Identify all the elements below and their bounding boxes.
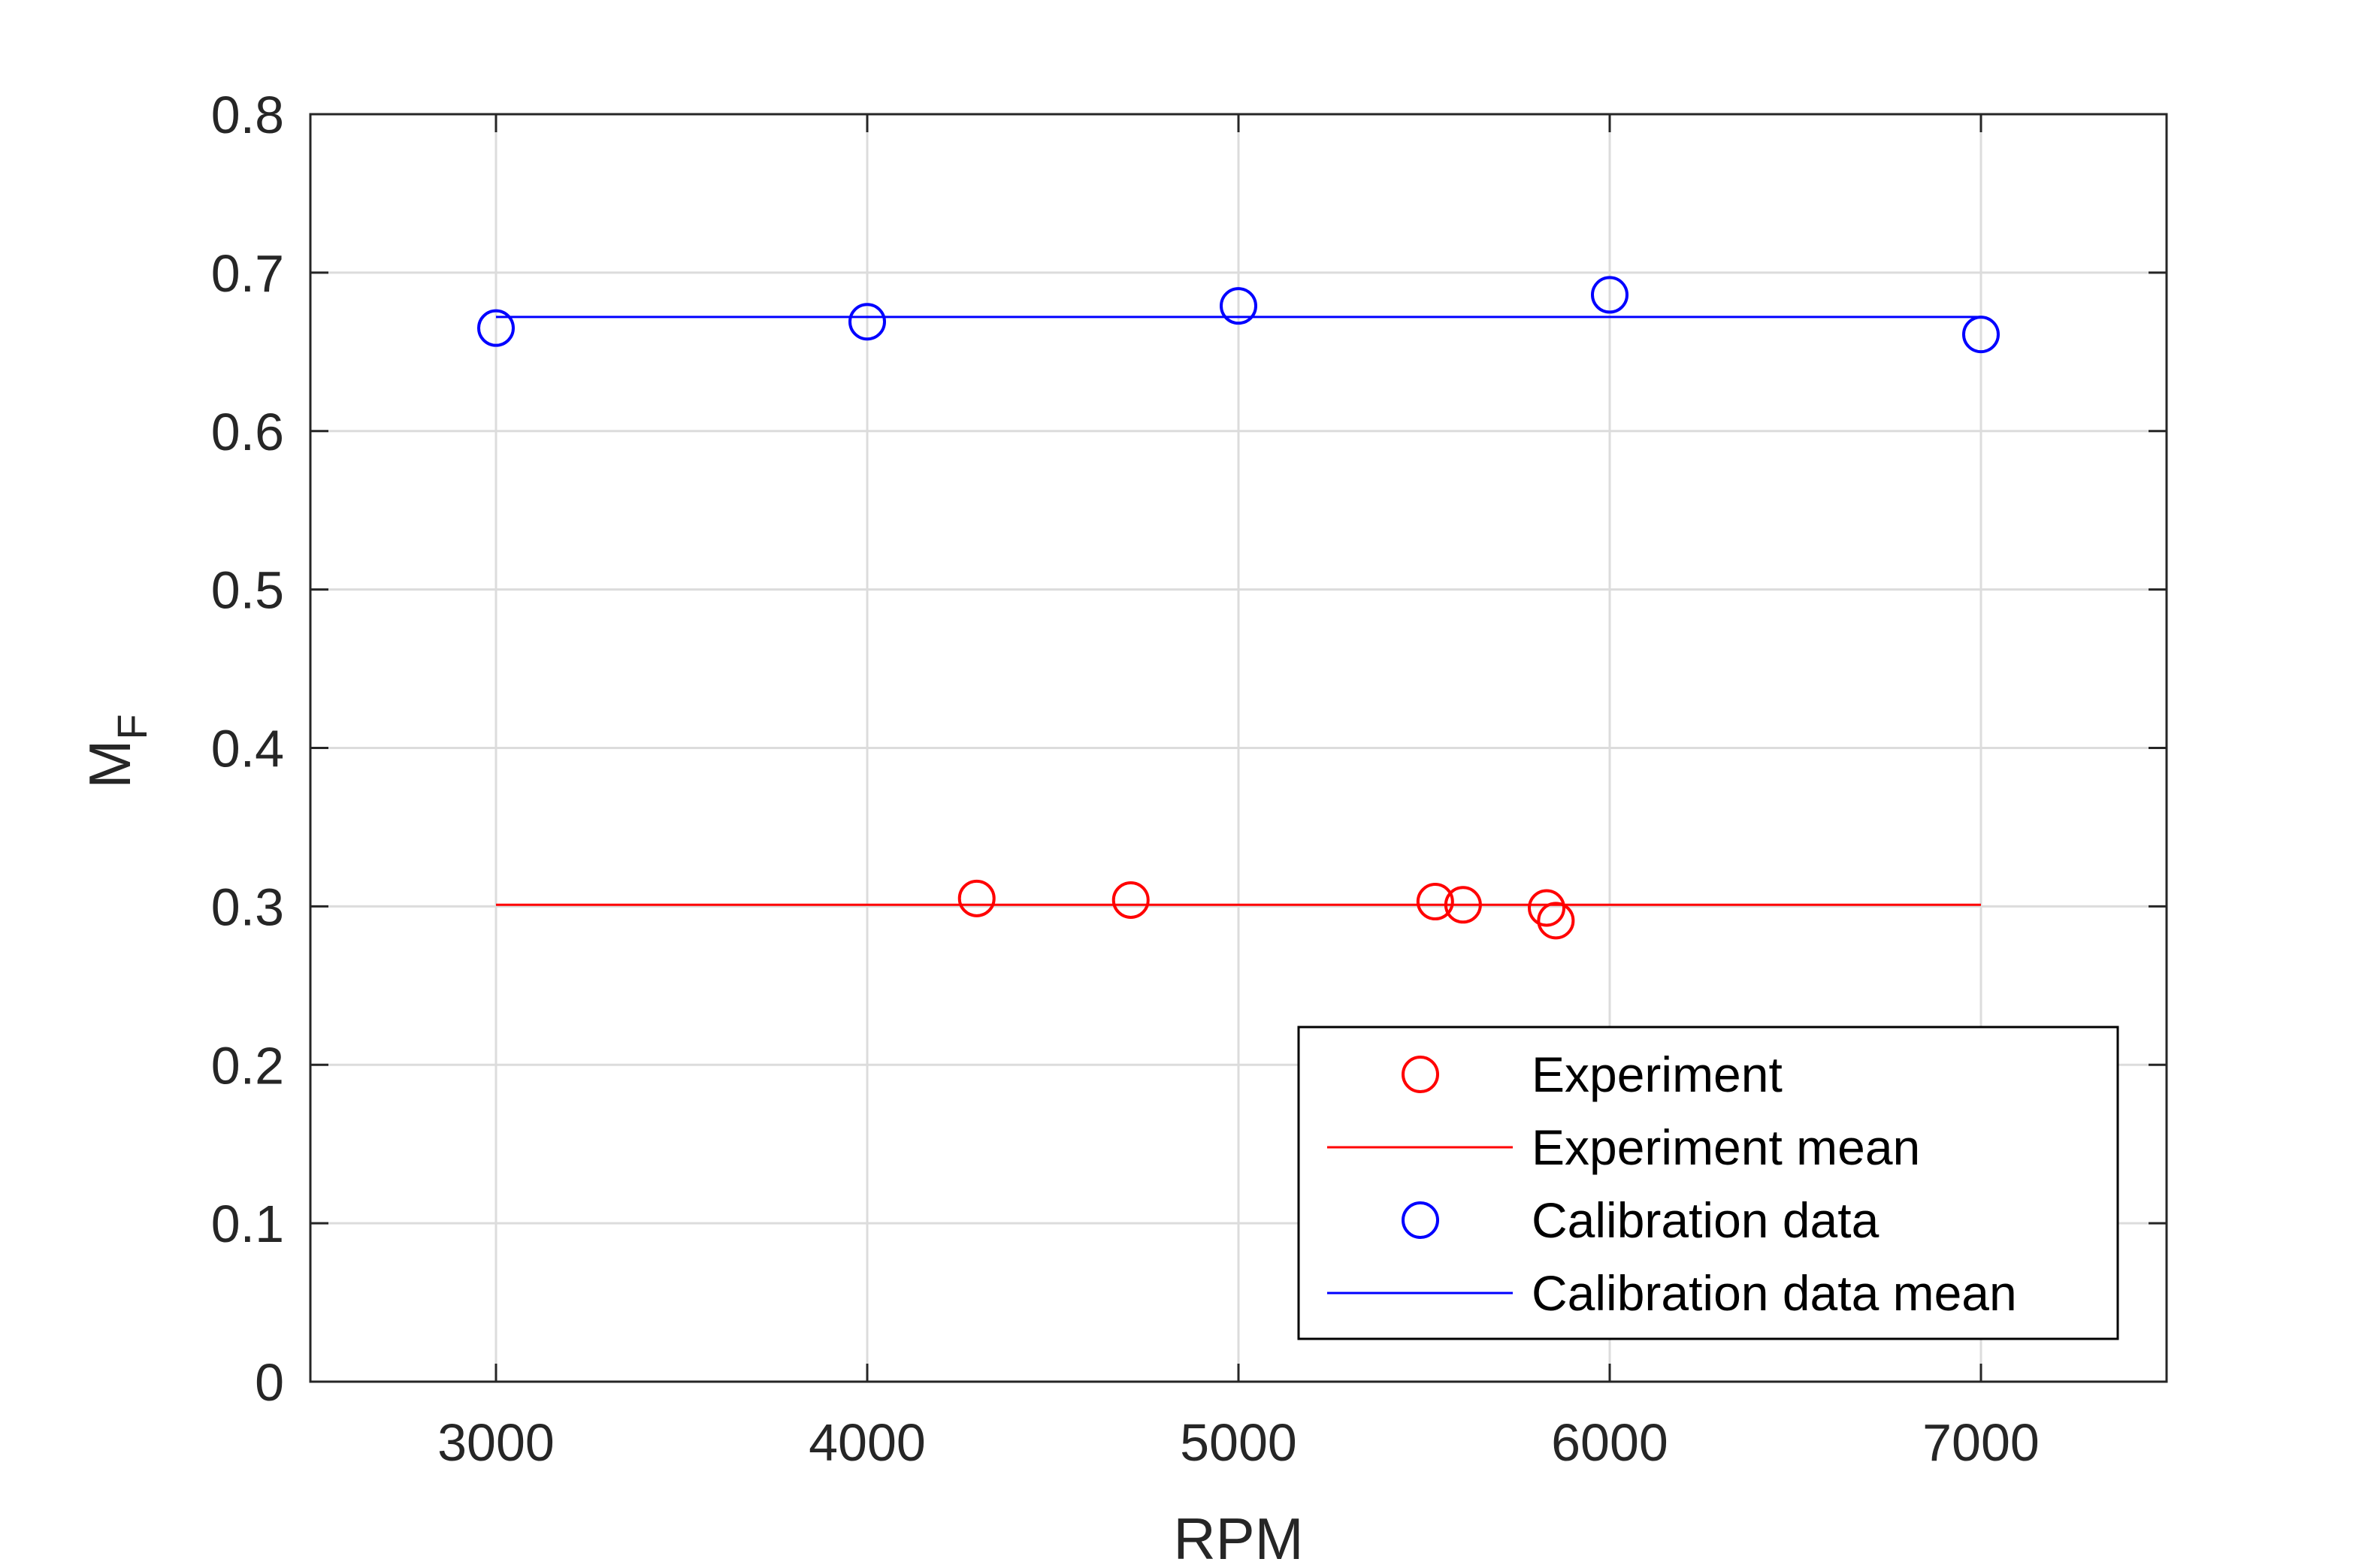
y-tick-label: 0.3 xyxy=(211,878,284,936)
y-tick-label: 0 xyxy=(255,1353,284,1412)
legend-label: Experiment xyxy=(1532,1047,1783,1102)
y-tick-label: 0.5 xyxy=(211,561,284,620)
legend-marker-swatch xyxy=(1402,1056,1439,1093)
data-point-marker xyxy=(477,309,515,347)
y-tick-label: 0.1 xyxy=(211,1195,284,1253)
legend-label: Calibration data mean xyxy=(1532,1265,2017,1321)
y-axis-title-main: M xyxy=(77,740,143,789)
data-point-marker xyxy=(1444,886,1482,924)
data-point-marker xyxy=(1537,902,1575,940)
y-tick-label: 0.8 xyxy=(211,86,284,144)
legend: Experiment Experiment mean Calibration dat… xyxy=(1297,1026,2119,1340)
y-tick-label: 0.4 xyxy=(211,720,284,778)
data-point-marker xyxy=(1528,889,1566,927)
data-point-marker xyxy=(1962,316,2000,354)
data-point-marker xyxy=(1111,881,1150,919)
data-series xyxy=(477,276,2000,940)
legend-marker-swatch xyxy=(1402,1201,1439,1239)
data-point-marker xyxy=(1591,276,1629,314)
y-axis-title: MF xyxy=(77,714,156,788)
x-tick-label: 3000 xyxy=(437,1413,555,1472)
x-tick-label: 4000 xyxy=(809,1413,926,1472)
x-tick-label: 5000 xyxy=(1180,1413,1297,1472)
data-point-marker xyxy=(1416,883,1454,921)
y-axis-title-subscript: F xyxy=(108,714,156,739)
x-tick-label: 7000 xyxy=(1922,1413,2040,1472)
legend-label: Calibration data xyxy=(1532,1192,1880,1248)
y-tick-label: 0.2 xyxy=(211,1036,284,1095)
legend-label: Experiment mean xyxy=(1532,1119,1920,1175)
axis-ticks: 3000 4000 5000 6000 7000 0 0.1 0.2 0.3 0.4 0.5 0.6 0… xyxy=(211,86,2167,1472)
y-tick-label: 0.7 xyxy=(211,244,284,303)
legend-box xyxy=(1297,1026,2119,1340)
data-point-marker xyxy=(1220,287,1257,325)
data-point-marker xyxy=(848,303,886,341)
x-axis-title: RPM xyxy=(1173,1506,1303,1565)
y-tick-label: 0.6 xyxy=(211,403,284,461)
data-point-marker xyxy=(957,879,996,917)
x-tick-label: 6000 xyxy=(1551,1413,1668,1472)
